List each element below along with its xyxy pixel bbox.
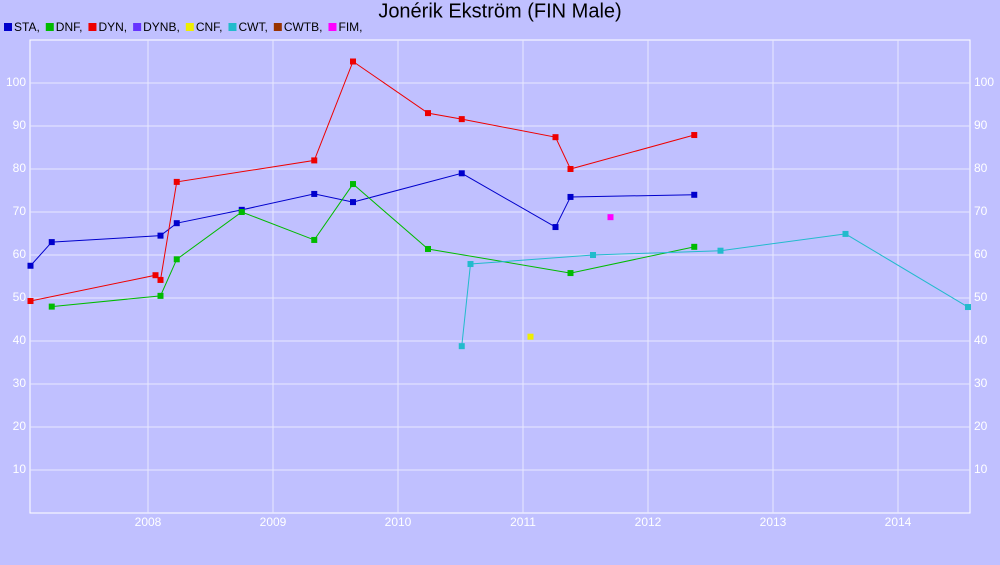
- y-tick-label-right: 90: [974, 118, 988, 132]
- series-line: [461, 233, 969, 347]
- legend-label: FIM,: [338, 20, 362, 34]
- point-marker: [458, 170, 465, 177]
- point-marker: [552, 224, 559, 231]
- x-tick-label: 2012: [635, 515, 662, 529]
- y-tick-label-right: 50: [974, 290, 988, 304]
- legend-swatch: [328, 23, 337, 31]
- point-marker: [27, 262, 34, 269]
- y-tick-label-right: 70: [974, 204, 988, 218]
- y-tick-label: 70: [13, 204, 27, 218]
- legend-label: DYN,: [98, 20, 127, 34]
- point-marker: [311, 157, 318, 164]
- point-marker: [467, 261, 474, 268]
- plot-area: [29, 39, 971, 514]
- legend-swatch: [228, 23, 237, 31]
- point-marker: [173, 256, 180, 263]
- point-marker: [458, 116, 465, 123]
- point-marker: [842, 230, 849, 237]
- y-tick-label: 10: [13, 462, 27, 476]
- legend-label: DYNB,: [143, 20, 180, 34]
- y-tick-label: 100: [6, 75, 26, 89]
- point-marker: [590, 252, 596, 258]
- point-marker: [152, 272, 159, 279]
- point-marker: [350, 181, 356, 188]
- y-tick-label: 60: [13, 247, 27, 261]
- y-tick-label-right: 20: [974, 419, 988, 433]
- point-marker: [173, 178, 180, 185]
- legend-swatch: [273, 23, 282, 31]
- point-marker: [311, 190, 318, 197]
- point-marker: [691, 191, 698, 198]
- y-tick-label: 30: [13, 376, 27, 390]
- x-tick-label: 2009: [260, 515, 287, 529]
- legend-swatch: [133, 23, 142, 31]
- point-marker: [691, 243, 698, 250]
- x-tick-label: 2013: [760, 515, 787, 529]
- x-tick-label: 2008: [135, 515, 162, 529]
- point-marker: [552, 134, 559, 141]
- point-marker: [48, 239, 55, 246]
- chart-title: Jonérik Ekström (FIN Male): [378, 0, 621, 22]
- legend-swatch: [185, 23, 194, 31]
- y-tick-label: 20: [13, 419, 27, 433]
- y-tick-label-right: 40: [974, 333, 988, 347]
- legend-swatch: [45, 23, 54, 31]
- point-marker: [48, 303, 55, 310]
- point-marker: [567, 270, 574, 277]
- legend-swatch: [88, 23, 97, 31]
- x-tick-label: 2014: [885, 515, 912, 529]
- point-marker: [965, 304, 971, 311]
- legend-label: CNF,: [196, 20, 223, 34]
- point-marker: [567, 193, 574, 200]
- point-marker: [691, 132, 698, 139]
- point-marker: [458, 343, 465, 350]
- y-tick-label-right: 30: [974, 376, 988, 390]
- point-marker: [425, 110, 431, 117]
- point-marker: [157, 276, 164, 283]
- point-marker: [238, 209, 245, 215]
- point-marker: [717, 247, 724, 254]
- legend-label: DNF,: [56, 20, 83, 34]
- x-tick-label: 2011: [510, 515, 536, 529]
- point-marker: [425, 245, 431, 252]
- y-tick-label-right: 100: [974, 75, 994, 89]
- point-marker: [527, 333, 534, 340]
- point-marker: [607, 214, 614, 221]
- point-marker: [173, 220, 180, 227]
- point-marker: [311, 236, 318, 243]
- point-marker: [567, 166, 574, 172]
- point-marker: [350, 58, 356, 65]
- legend-swatch: [4, 23, 12, 31]
- point-marker: [27, 298, 34, 305]
- y-tick-label: 50: [13, 290, 27, 304]
- y-tick-label-right: 80: [974, 161, 988, 175]
- y-tick-label: 90: [13, 118, 27, 132]
- point-marker: [157, 292, 164, 299]
- y-tick-label: 40: [13, 333, 27, 347]
- point-marker: [157, 232, 164, 239]
- x-tick-label: 2010: [385, 515, 412, 529]
- legend-label: CWTB,: [284, 20, 323, 34]
- point-marker: [350, 199, 356, 206]
- y-tick-label-right: 10: [974, 462, 988, 476]
- y-tick-label: 80: [13, 161, 27, 175]
- legend-label: STA,: [14, 20, 40, 34]
- y-tick-label-right: 60: [974, 247, 988, 261]
- legend-label: CWT,: [238, 20, 267, 34]
